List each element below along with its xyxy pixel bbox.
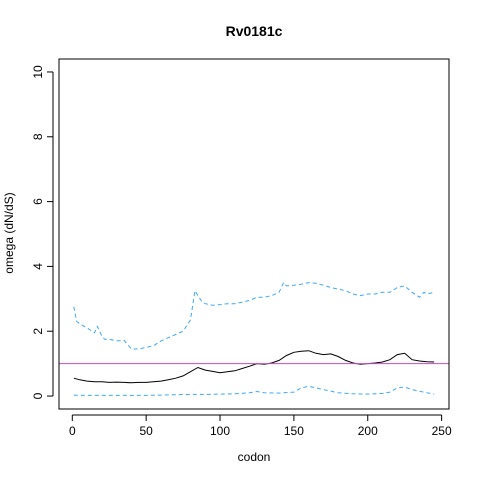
x-axis-label: codon — [238, 450, 271, 464]
x-tick-label: 250 — [432, 424, 452, 438]
y-tick-label: 6 — [31, 198, 45, 205]
series-layer — [59, 281, 449, 396]
x-tick-label: 100 — [210, 424, 230, 438]
plot-frame — [58, 58, 450, 410]
x-tick-label: 50 — [139, 424, 153, 438]
upper-bound-line — [73, 281, 435, 350]
x-tick-label: 200 — [358, 424, 378, 438]
lower-bound-line — [73, 385, 435, 396]
y-tick-label: 8 — [31, 133, 45, 140]
omega-estimate-line — [73, 350, 435, 384]
chart-title: Rv0181c — [226, 23, 283, 39]
y-axis-label: omega (dN/dS) — [2, 192, 16, 273]
y-axis: 0 2 4 6 8 10 — [31, 65, 54, 399]
y-tick-label: 10 — [31, 65, 45, 79]
y-tick-label: 0 — [31, 392, 45, 399]
y-tick-label: 2 — [31, 328, 45, 335]
x-axis: 0 50 100 150 200 250 — [69, 414, 452, 438]
y-tick-label: 4 — [31, 263, 45, 270]
x-tick-label: 0 — [69, 424, 76, 438]
x-tick-label: 150 — [284, 424, 304, 438]
